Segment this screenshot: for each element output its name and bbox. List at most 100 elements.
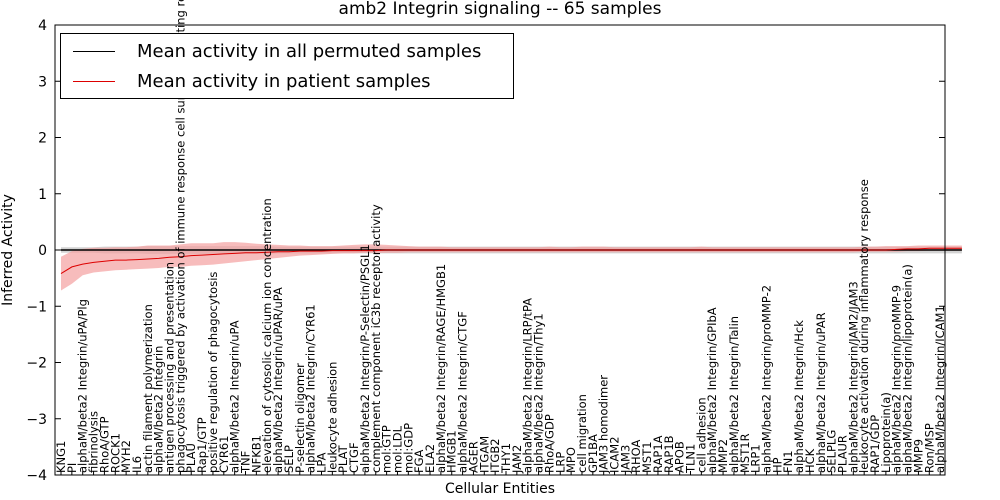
x-tick-label: fibrinolysis — [87, 411, 101, 473]
x-tick-label: alphaM/beta2 Integrin/GPIbA — [705, 307, 719, 473]
x-tick-label: P-selectin oligomer — [293, 363, 307, 473]
x-tick-label: JAM3 homodimer — [597, 375, 611, 474]
x-tick-label: alphaM/beta2 Integrin/CTGF — [456, 311, 470, 473]
x-tick-label: SELPLG — [825, 430, 839, 473]
legend-swatch-patient — [73, 80, 115, 82]
x-tick-label: alphaM/beta2 Integrin/Thy1 — [532, 313, 546, 473]
x-tick-label: TLN1 — [684, 444, 698, 474]
x-tick-label: LPA — [315, 452, 329, 473]
x-tick-label: Rap1/GTP — [195, 417, 209, 473]
legend: Mean activity in all permuted samples Me… — [60, 33, 514, 99]
x-tick-label: alphaM/beta2 Integrin/proMMP-2 — [760, 285, 774, 473]
band-patient — [61, 242, 962, 291]
x-tick-label: RAP1B — [662, 435, 676, 473]
x-tick-label: PLAT — [336, 444, 350, 473]
x-tick-label: mol:LDL — [391, 425, 405, 473]
x-tick-label: ROCK1 — [108, 433, 122, 473]
y-tick-label: 1 — [38, 187, 47, 203]
x-tick-label: complement component iC3b receptor activ… — [369, 204, 383, 473]
y-tick-label: 0 — [38, 243, 47, 259]
x-tick-label: ITGAM — [477, 436, 491, 473]
x-tick-label: RHOA — [629, 440, 643, 473]
x-tick-label: Ron/MSP — [922, 423, 936, 473]
x-tick-label: MYH2 — [119, 440, 133, 473]
x-tick-label: PI — [65, 463, 79, 473]
legend-label-patient: Mean activity in patient samples — [137, 70, 431, 92]
x-tick-label: positive regulation of phagocytosis — [206, 272, 220, 473]
y-tick-label: 4 — [38, 18, 47, 34]
chart-title: amb2 Integrin signaling -- 65 samples — [339, 0, 662, 19]
x-tick-label: alphaM/beta2 Integrin/ICAM1 — [933, 305, 947, 473]
x-axis-label: Cellular Entities — [445, 481, 555, 497]
x-tick-label: FGA — [412, 449, 426, 473]
x-tick-label: APOB — [673, 441, 687, 473]
series-line-patient — [60, 247, 962, 275]
x-tick-label: alphaM/beta2 Integrin/proMMP-9 — [890, 285, 904, 473]
x-tick-label: alphaM/beta2 Integrin/P-Selectin/PSGL1 — [358, 244, 372, 473]
x-tick-label: alphaM/beta2 Integrin/lipoprotein(a) — [901, 264, 915, 473]
x-tick-label: TNF — [239, 451, 253, 474]
x-tick-label: IL6 — [130, 456, 144, 473]
x-tick-label: alphaM/beta2 Integrin/uPA/Plg — [76, 299, 90, 473]
x-tick-label: alphaM/beta2 Integrin/Talin — [727, 316, 741, 473]
x-tick-label: Lipoprotein(a) — [879, 392, 893, 473]
x-tick-label: alphaM/beta2 Integrin/uPA — [228, 320, 242, 473]
x-tick-label: RhoA/GTP — [97, 416, 111, 473]
x-tick-label: SELP — [282, 445, 296, 473]
legend-item-patient: Mean activity in patient samples — [61, 68, 431, 94]
x-tick-label: actin filament polymerization — [141, 304, 155, 473]
x-tick-label: antigen processing and presentation — [163, 262, 177, 473]
x-tick-label: CTGF — [347, 442, 361, 473]
x-tick-label: alphaM/beta2 Integrin/Hck — [792, 320, 806, 473]
x-tick-label: alphaM/beta2 Integrin/JAM2/JAM3 — [846, 281, 860, 473]
x-tick-label: leukocyte activation during inflammatory… — [857, 179, 871, 473]
x-tick-label: mol:GDP — [401, 423, 415, 473]
x-tick-label: RAP1/GDP — [868, 415, 882, 473]
x-tick-label: alphaM/beta2 Integrin — [152, 346, 166, 473]
y-tick-label: −3 — [26, 412, 47, 428]
x-tick-label: ELA2 — [423, 444, 437, 473]
x-tick-label: HMGB1 — [445, 430, 459, 473]
x-tick-label: alphaM/beta2 Integrin/uPAR/uPA — [271, 287, 285, 473]
x-tick-label: ITGB2 — [488, 438, 502, 473]
x-tick-label: PLAUR — [836, 435, 850, 473]
x-tick-label: alphaM/beta2 Integrin/RAGE/HMGB1 — [434, 264, 448, 473]
x-tick-label: MMP2 — [716, 439, 730, 473]
x-tick-label: MST1R — [738, 433, 752, 473]
x-tick-label: HP — [770, 457, 784, 473]
y-tick-label: −1 — [26, 299, 47, 315]
x-tick-label: mol:GTP — [380, 425, 394, 473]
x-tick-label: alphaM/beta2 Integrin/uPAR — [814, 312, 828, 473]
x-tick-label: AGER — [466, 441, 480, 473]
x-tick-label: THY1 — [499, 443, 513, 474]
x-tick-label: KNG1 — [54, 441, 68, 473]
y-tick-label: 3 — [38, 74, 47, 90]
y-axis-label: Inferred Activity — [0, 194, 16, 306]
x-tick-label: CYR61 — [217, 436, 231, 473]
x-tick-label: cell migration — [575, 394, 589, 473]
x-tick-label: phagocytosis triggered by activation of … — [173, 0, 187, 473]
x-tick-label: RhoA/GDP — [542, 414, 556, 473]
x-tick-label: HCK — [803, 448, 817, 473]
y-tick-label: −4 — [26, 468, 47, 484]
x-tick-label: ICAM2 — [608, 436, 622, 473]
y-tick-label: −2 — [26, 356, 47, 372]
x-tick-label: alphaM/beta2 Integrin/CYR61 — [304, 304, 318, 473]
legend-item-permuted: Mean activity in all permuted samples — [61, 38, 481, 64]
x-tick-label: leukocyte adhesion — [325, 362, 339, 473]
x-tick-label: FN1 — [781, 450, 795, 473]
x-tick-label: cell adhesion — [694, 397, 708, 473]
x-tick-label: RAP1A — [651, 435, 665, 473]
x-tick-label: PLAU — [184, 443, 198, 473]
x-tick-label: MMP9 — [911, 439, 925, 473]
x-tick-label: JAM2 — [510, 445, 524, 474]
legend-swatch-permuted — [73, 50, 115, 52]
legend-label-permuted: Mean activity in all permuted samples — [137, 40, 482, 62]
x-tick-label: GP1BA — [586, 434, 600, 473]
x-tick-label: LRP — [553, 452, 567, 473]
y-axis-ticks: −4 −3 −2 −1 0 1 2 3 4 — [26, 18, 945, 484]
x-tick-label: MPO — [564, 447, 578, 473]
x-tick-label: MST1 — [640, 441, 654, 473]
